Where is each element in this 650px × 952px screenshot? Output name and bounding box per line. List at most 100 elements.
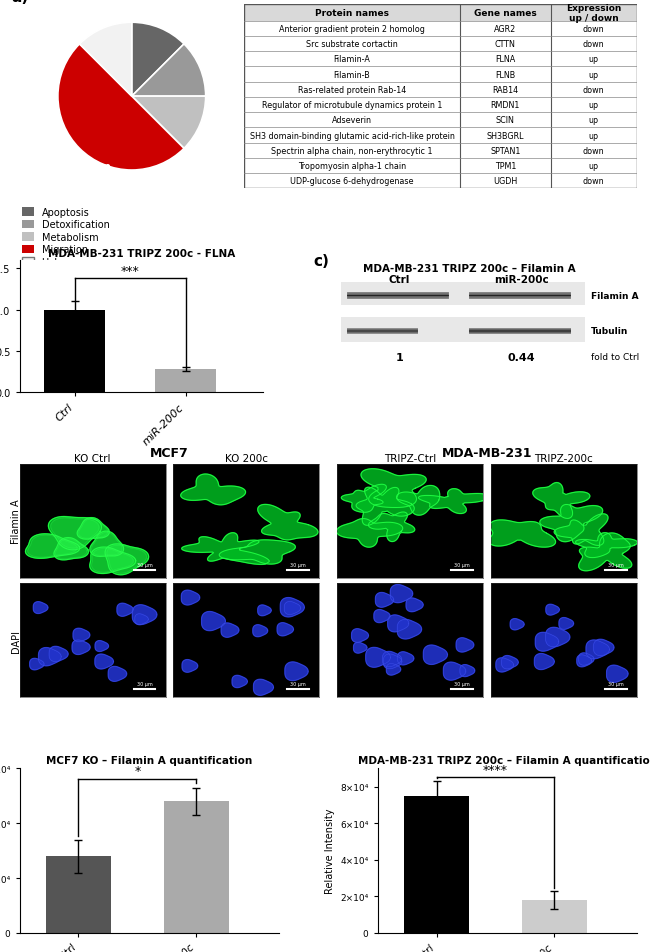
- Text: RAB14: RAB14: [492, 86, 519, 95]
- Text: 30 μm: 30 μm: [136, 682, 152, 686]
- Polygon shape: [456, 638, 474, 652]
- Text: SPTAN1: SPTAN1: [490, 147, 521, 156]
- Text: SH3BGRL: SH3BGRL: [487, 131, 524, 141]
- Polygon shape: [398, 652, 414, 665]
- Polygon shape: [221, 624, 239, 638]
- Polygon shape: [545, 627, 570, 647]
- Polygon shape: [33, 602, 48, 614]
- Title: MDA-MB-231 TRIPZ 200c - FLNA: MDA-MB-231 TRIPZ 200c - FLNA: [48, 248, 235, 259]
- Y-axis label: Relative Intensity: Relative Intensity: [324, 808, 335, 893]
- Polygon shape: [510, 619, 524, 630]
- Text: Filamin A: Filamin A: [592, 291, 639, 300]
- Polygon shape: [277, 624, 293, 636]
- Polygon shape: [79, 519, 108, 539]
- Polygon shape: [73, 628, 90, 642]
- Polygon shape: [578, 533, 632, 571]
- Polygon shape: [384, 654, 402, 669]
- Polygon shape: [202, 612, 226, 631]
- Text: Regulator of microtubule dynamics protein 1: Regulator of microtubule dynamics protei…: [262, 101, 442, 110]
- Wedge shape: [79, 23, 132, 97]
- Polygon shape: [38, 648, 61, 666]
- Text: ****: ****: [483, 764, 508, 776]
- Text: down: down: [583, 177, 605, 187]
- Text: 30 μm: 30 μm: [290, 682, 306, 686]
- Polygon shape: [181, 474, 246, 506]
- Polygon shape: [30, 659, 44, 670]
- Polygon shape: [337, 519, 403, 547]
- Polygon shape: [90, 531, 124, 557]
- Text: UDP-glucose 6-dehydrogenase: UDP-glucose 6-dehydrogenase: [291, 177, 414, 187]
- Polygon shape: [107, 545, 147, 574]
- Polygon shape: [90, 547, 136, 574]
- Polygon shape: [105, 545, 149, 575]
- Polygon shape: [181, 590, 200, 605]
- Polygon shape: [606, 665, 628, 683]
- Wedge shape: [132, 23, 184, 97]
- Text: Src substrate cortactin: Src substrate cortactin: [306, 40, 398, 50]
- Text: DAPI: DAPI: [11, 629, 21, 652]
- Polygon shape: [369, 512, 415, 542]
- Polygon shape: [49, 646, 68, 662]
- Polygon shape: [72, 641, 90, 655]
- Polygon shape: [396, 486, 439, 516]
- Text: down: down: [583, 40, 605, 50]
- Text: CTTN: CTTN: [495, 40, 516, 50]
- Text: MDA-MB-231 TRIPZ 200c – Filamin A: MDA-MB-231 TRIPZ 200c – Filamin A: [363, 264, 576, 273]
- Polygon shape: [366, 647, 391, 667]
- Polygon shape: [397, 620, 422, 640]
- Text: up: up: [589, 116, 599, 126]
- Polygon shape: [361, 469, 426, 508]
- Polygon shape: [258, 605, 271, 616]
- Title: MCF7 KO – Filamin A quantification: MCF7 KO – Filamin A quantification: [46, 755, 252, 765]
- Polygon shape: [376, 593, 394, 607]
- Polygon shape: [577, 655, 592, 667]
- Text: SCIN: SCIN: [496, 116, 515, 126]
- Polygon shape: [95, 641, 109, 652]
- Bar: [164, 802, 229, 933]
- Polygon shape: [253, 625, 268, 637]
- Polygon shape: [534, 654, 554, 670]
- Text: 30 μm: 30 μm: [136, 563, 152, 567]
- Polygon shape: [460, 664, 474, 677]
- Polygon shape: [135, 614, 148, 625]
- Text: up: up: [589, 162, 599, 171]
- Text: UGDH: UGDH: [493, 177, 517, 187]
- Polygon shape: [578, 653, 594, 665]
- Polygon shape: [48, 517, 101, 550]
- Polygon shape: [536, 633, 559, 651]
- Polygon shape: [55, 539, 87, 560]
- Text: Filamin A: Filamin A: [11, 499, 21, 544]
- Bar: [404, 796, 469, 933]
- Polygon shape: [285, 663, 308, 681]
- Polygon shape: [593, 640, 614, 656]
- Bar: [522, 900, 587, 933]
- Polygon shape: [232, 676, 247, 688]
- Polygon shape: [489, 521, 556, 547]
- Polygon shape: [533, 483, 590, 519]
- Text: miR-200c: miR-200c: [494, 274, 549, 285]
- Polygon shape: [25, 534, 80, 559]
- Text: up: up: [589, 131, 599, 141]
- Text: AGR2: AGR2: [494, 25, 517, 34]
- Text: a): a): [12, 0, 29, 5]
- Text: Ctrl: Ctrl: [389, 274, 410, 285]
- Polygon shape: [51, 518, 99, 548]
- Text: down: down: [583, 25, 605, 34]
- Polygon shape: [419, 489, 489, 514]
- Polygon shape: [77, 518, 109, 540]
- Polygon shape: [383, 652, 402, 667]
- Polygon shape: [406, 599, 423, 612]
- Polygon shape: [95, 654, 113, 669]
- Text: Anterior gradient protein 2 homolog: Anterior gradient protein 2 homolog: [279, 25, 425, 34]
- Title: MDA-MB-231 TRIPZ 200c – Filamin A quantification: MDA-MB-231 TRIPZ 200c – Filamin A quanti…: [358, 755, 650, 765]
- Bar: [341, 318, 585, 343]
- Text: Adseverin: Adseverin: [332, 116, 372, 126]
- Title: KO 200c: KO 200c: [225, 454, 268, 464]
- Text: 1: 1: [395, 352, 403, 363]
- Polygon shape: [133, 605, 157, 625]
- Wedge shape: [132, 45, 205, 97]
- Text: 30 μm: 30 μm: [454, 563, 470, 567]
- Polygon shape: [374, 610, 390, 623]
- Wedge shape: [132, 97, 205, 149]
- Polygon shape: [546, 605, 559, 615]
